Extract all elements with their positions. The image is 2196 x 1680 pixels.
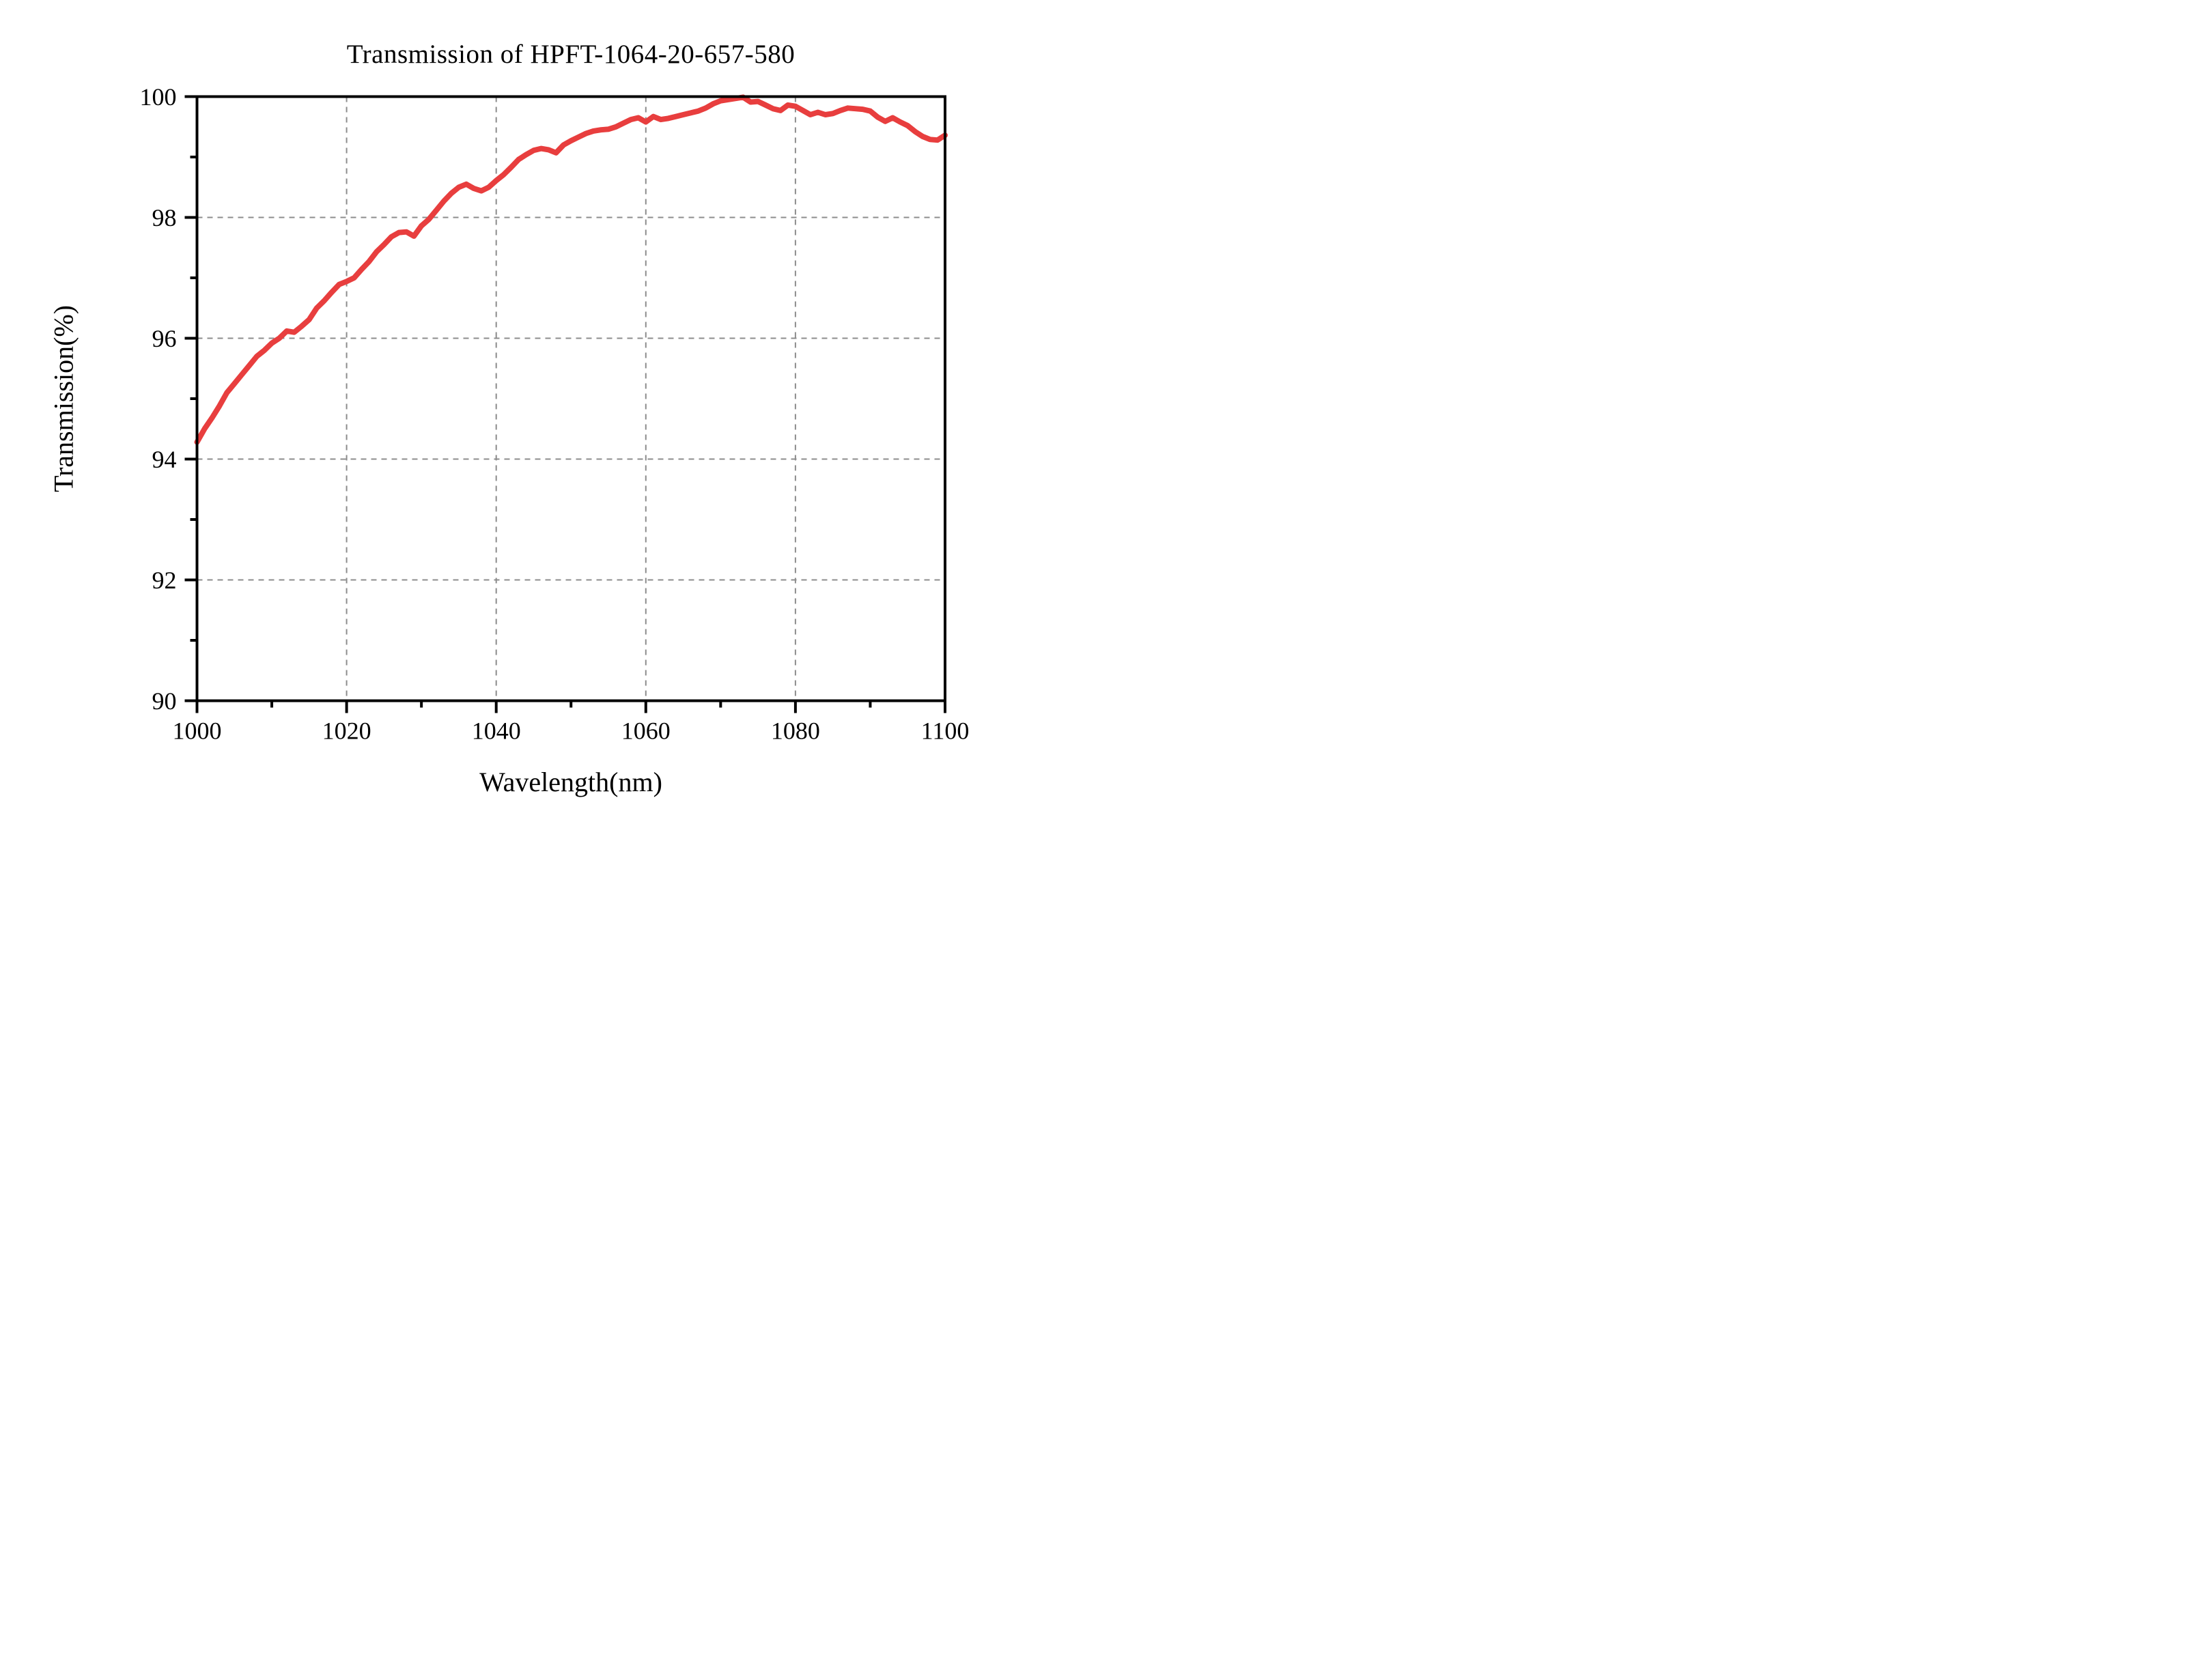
x-axis-title: Wavelength(nm) [479,767,662,797]
x-tick-label: 1040 [472,717,521,745]
y-tick-label: 94 [152,446,177,473]
x-tick-label: 1060 [621,717,671,745]
y-tick-label: 100 [140,83,177,111]
y-tick-label: 96 [152,325,177,352]
y-tick-label: 92 [152,567,177,594]
plot-box [195,95,946,702]
transmission-curve [194,94,948,445]
x-tick-label: 1000 [173,717,222,745]
figure: Transmission of HPFT-1064-20-657-580 Wav… [0,0,1098,840]
x-tick-label: 1020 [322,717,371,745]
y-tick-label: 98 [152,204,177,231]
x-tick-label: 1100 [921,717,970,745]
transmission-line-chart: 1000 1020 1040 1060 1080 1100 90 92 94 96 98 100 [140,83,970,745]
x-tick-label: 1080 [771,717,820,745]
chart-title: Transmission of HPFT-1064-20-657-580 [346,40,796,69]
y-tick-label: 90 [152,687,177,715]
